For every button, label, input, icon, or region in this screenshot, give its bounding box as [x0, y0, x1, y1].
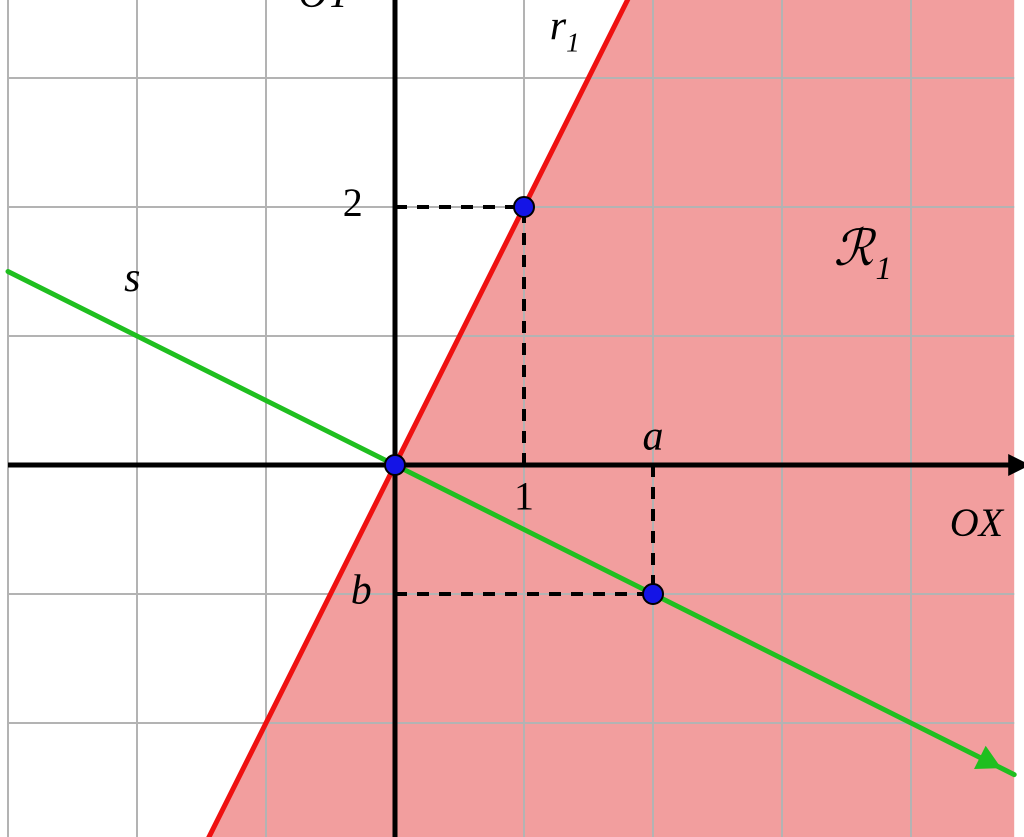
x-axis-arrow — [1008, 454, 1024, 476]
point — [385, 455, 405, 475]
y-axis-label: OY — [298, 0, 353, 16]
point — [514, 197, 534, 217]
point — [643, 584, 663, 604]
label-a: a — [643, 414, 664, 460]
label-1: 1 — [514, 473, 534, 518]
line-r1-label: r1 — [550, 3, 580, 57]
label-b: b — [351, 568, 372, 614]
label-2: 2 — [343, 180, 363, 225]
x-axis-label: OX — [950, 500, 1005, 545]
coordinate-plane-chart: OXOYr1s21abℛ1 — [0, 0, 1024, 837]
line-s-label: s — [124, 255, 140, 301]
